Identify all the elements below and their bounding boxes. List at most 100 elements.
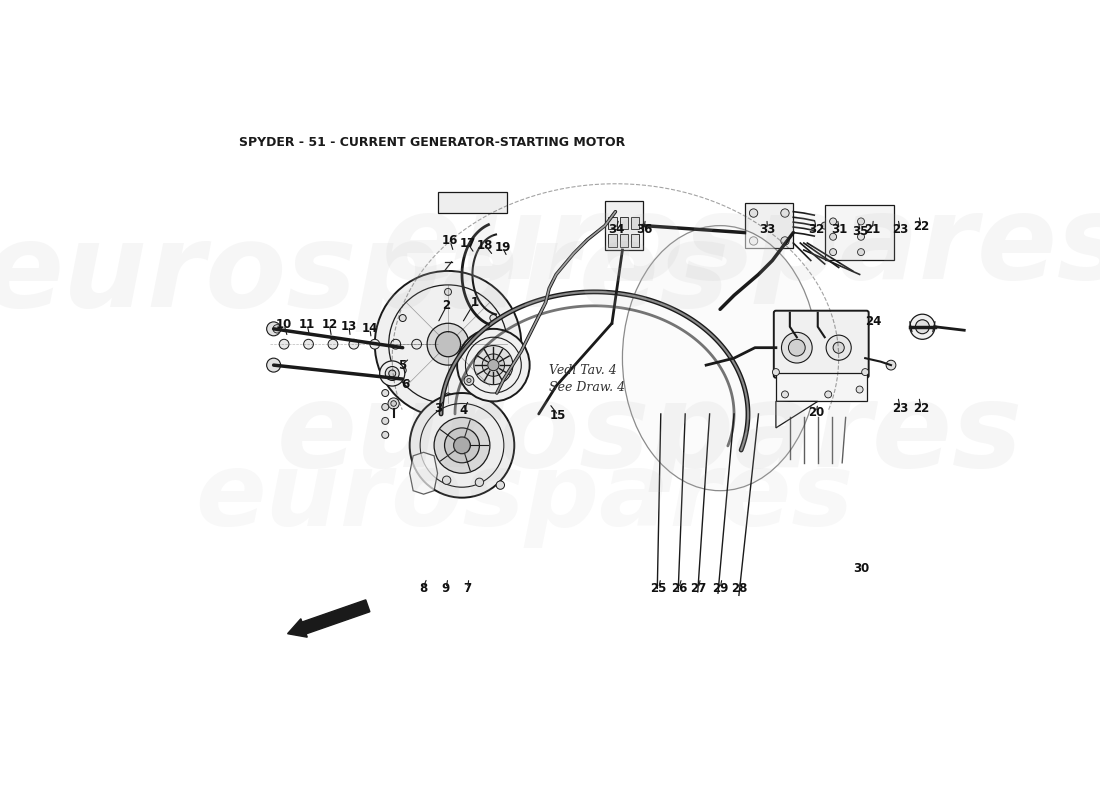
Circle shape [349, 339, 359, 349]
Circle shape [382, 403, 388, 410]
Circle shape [856, 386, 864, 393]
Text: 24: 24 [866, 315, 882, 328]
Circle shape [382, 418, 388, 425]
Circle shape [781, 209, 789, 218]
Text: 27: 27 [691, 582, 706, 595]
Circle shape [434, 418, 490, 474]
Circle shape [482, 354, 505, 376]
Bar [608, 234, 617, 246]
Circle shape [829, 234, 837, 240]
Bar [776, 374, 867, 402]
Text: 2: 2 [442, 299, 451, 312]
Circle shape [382, 431, 388, 438]
Circle shape [496, 481, 505, 490]
Circle shape [781, 237, 789, 245]
Circle shape [781, 332, 812, 363]
Text: 33: 33 [759, 222, 775, 235]
Text: 28: 28 [732, 582, 748, 595]
Circle shape [382, 375, 388, 382]
Circle shape [856, 222, 864, 229]
Text: 11: 11 [299, 318, 316, 331]
Bar [630, 217, 639, 229]
Text: eurospares: eurospares [277, 378, 1023, 492]
Circle shape [474, 346, 513, 385]
Text: 5: 5 [398, 358, 406, 372]
Circle shape [444, 288, 451, 295]
Bar [438, 192, 507, 213]
Text: 23: 23 [892, 402, 909, 415]
Circle shape [409, 393, 515, 498]
Circle shape [266, 358, 280, 372]
Circle shape [781, 391, 789, 398]
Circle shape [861, 369, 869, 375]
Circle shape [915, 320, 930, 334]
Circle shape [379, 361, 405, 386]
Circle shape [464, 375, 474, 386]
Circle shape [858, 234, 865, 240]
Text: 22: 22 [913, 221, 930, 234]
Polygon shape [409, 452, 438, 494]
Circle shape [444, 428, 480, 462]
Circle shape [858, 218, 865, 225]
Bar [608, 217, 617, 229]
Text: 13: 13 [341, 320, 358, 334]
Bar [630, 234, 639, 246]
Circle shape [442, 476, 451, 485]
Circle shape [266, 322, 280, 336]
Circle shape [858, 249, 865, 255]
Text: 20: 20 [808, 406, 825, 419]
Circle shape [388, 398, 399, 409]
Text: 19: 19 [494, 241, 510, 254]
Circle shape [328, 339, 338, 349]
Text: 12: 12 [321, 318, 338, 331]
Circle shape [453, 437, 471, 454]
Text: 18: 18 [476, 238, 493, 252]
Circle shape [466, 378, 471, 382]
Circle shape [825, 391, 832, 398]
Bar [619, 234, 628, 246]
Text: 31: 31 [832, 222, 847, 235]
Circle shape [789, 339, 805, 356]
Circle shape [833, 342, 845, 354]
Circle shape [382, 390, 388, 397]
Text: eurospares: eurospares [382, 189, 1100, 304]
Circle shape [490, 314, 497, 322]
Circle shape [749, 237, 758, 245]
Circle shape [388, 370, 396, 377]
Text: 21: 21 [864, 222, 880, 235]
Bar [619, 217, 628, 229]
Text: 26: 26 [671, 582, 688, 595]
FancyBboxPatch shape [773, 310, 869, 378]
Circle shape [822, 222, 828, 229]
Circle shape [390, 339, 400, 349]
Circle shape [375, 271, 521, 418]
Circle shape [399, 314, 406, 322]
Circle shape [279, 339, 289, 349]
Circle shape [411, 339, 421, 349]
Text: 4: 4 [460, 404, 467, 417]
Text: Vedi Tav. 4
See Draw. 4: Vedi Tav. 4 See Draw. 4 [549, 364, 625, 394]
Text: 8: 8 [419, 582, 427, 595]
Text: 15: 15 [550, 409, 566, 422]
Circle shape [749, 209, 758, 218]
Text: 16: 16 [442, 234, 459, 247]
Circle shape [829, 249, 837, 255]
Circle shape [444, 393, 451, 400]
Circle shape [838, 222, 846, 229]
Bar [605, 201, 643, 250]
Circle shape [304, 339, 313, 349]
Text: 7: 7 [463, 582, 472, 595]
Text: 10: 10 [276, 318, 293, 331]
Circle shape [490, 367, 497, 374]
Circle shape [390, 401, 396, 406]
Text: 22: 22 [913, 402, 930, 415]
Circle shape [273, 325, 282, 333]
Text: 1: 1 [471, 296, 478, 309]
Circle shape [772, 369, 780, 375]
Circle shape [427, 323, 469, 365]
Text: 3: 3 [434, 402, 442, 415]
Text: 32: 32 [808, 222, 825, 235]
Text: eurospares: eurospares [0, 217, 730, 332]
Text: eurospares: eurospares [196, 447, 854, 548]
Circle shape [399, 367, 406, 374]
